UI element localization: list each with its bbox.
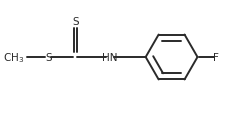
Text: CH$_3$: CH$_3$ bbox=[3, 51, 24, 64]
Text: HN: HN bbox=[102, 53, 118, 62]
Text: S: S bbox=[45, 53, 52, 62]
Text: S: S bbox=[72, 17, 79, 27]
Text: F: F bbox=[213, 53, 219, 62]
